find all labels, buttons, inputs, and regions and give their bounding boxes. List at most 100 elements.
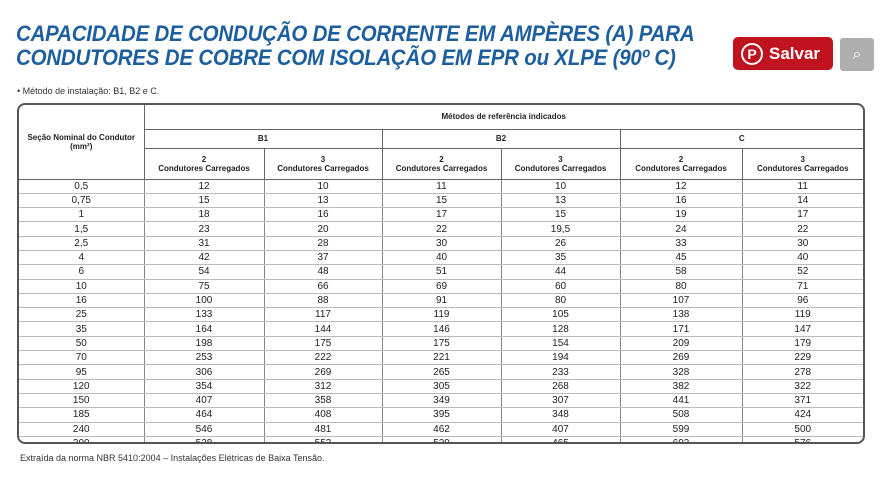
ampacity-cell: 13 [263,193,382,209]
ampacity-cell: 599 [619,422,742,437]
section-cell: 16 [19,293,144,309]
ampacity-cell: 278 [741,364,863,380]
ampacity-cell: 88 [263,293,382,309]
ampacity-cell: 48 [263,264,382,280]
ampacity-cell: 407 [143,393,264,409]
ampacity-cell: 80 [619,279,742,294]
ampacity-cell: 693 [619,436,742,442]
ampacity-cell: 23 [143,221,264,237]
ampacity-cell: 269 [619,350,742,366]
conductor-label: Condutores Carregados [395,163,488,173]
ampacity-cell: 407 [500,422,620,437]
ampacity-cell: 464 [143,407,264,423]
ampacity-cell: 11 [381,179,501,194]
section-cell: 185 [19,407,144,423]
table-row: 25 133 117 119 105 138 119 [19,307,863,323]
ampacity-cell: 221 [381,350,501,366]
ampacity-cell: 37 [263,250,382,266]
ampacity-cell: 528 [143,436,264,442]
ampacity-cell: 462 [381,422,501,437]
table-row: 6 54 48 51 44 58 52 [19,264,863,280]
ampacity-cell: 481 [263,422,382,437]
ampacity-cell: 52 [741,264,863,280]
ampacity-cell: 349 [381,393,501,409]
ampacity-cell: 209 [619,336,742,352]
ampacity-cell: 328 [619,364,742,380]
method-note: • Método de instalação: B1, B2 e C. [17,86,160,96]
visual-search-icon: ⌕ [852,45,862,63]
conductor-label: Condutores Carregados [635,163,727,173]
ampacity-cell: 24 [619,221,742,237]
ampacity-cell: 22 [381,221,501,237]
ampacity-cell: 20 [263,221,382,237]
ampacity-cell: 138 [619,307,742,323]
ampacity-cell: 576 [741,436,863,442]
pinterest-save-button[interactable]: P Salvar [733,37,833,70]
table-row: 2,5 31 28 30 26 33 30 [19,236,863,251]
ampacity-cell: 198 [143,336,264,352]
table-row: 16 100 88 91 80 107 96 [19,293,863,309]
table-row: 50 198 175 175 154 209 179 [19,336,863,352]
ampacity-cell: 164 [143,321,264,337]
table-row: 35 164 144 146 128 171 147 [19,321,863,337]
ampacity-cell: 119 [381,307,501,323]
ampacity-cell: 19 [619,207,742,223]
ampacity-cell: 12 [143,179,264,194]
table-row: 1 18 16 17 15 19 17 [19,207,863,223]
ampacity-cell: 100 [143,293,264,309]
ampacity-cell: 71 [741,279,863,294]
ampacity-cell: 305 [381,379,501,394]
section-cell: 0,5 [19,179,144,194]
table-row: 10 75 66 69 60 80 71 [19,279,863,294]
ampacity-cell: 40 [741,250,863,266]
ampacity-cell: 13 [500,193,620,209]
conductor-count: 3 [800,154,805,164]
ampacity-cell: 30 [741,236,863,251]
ampacity-cell: 26 [500,236,620,251]
ampacity-cell: 371 [741,393,863,409]
method-header: B1 [143,129,382,149]
section-cell: 1 [19,207,144,223]
ampacity-cell: 171 [619,321,742,337]
ampacity-cell: 66 [263,279,382,294]
ampacity-cell: 54 [143,264,264,280]
ampacity-cell: 441 [619,393,742,409]
ampacity-cell: 222 [263,350,382,366]
ampacity-cell: 395 [381,407,501,423]
ampacity-cell: 80 [500,293,620,309]
ampacity-cell: 30 [381,236,501,251]
conductor-count: 2 [678,154,684,164]
conductor-count: 2 [439,154,444,164]
ampacity-cell: 233 [500,364,620,380]
conductor-label: Condutores Carregados [514,163,607,173]
ampacity-cell: 117 [263,307,382,323]
section-cell: 1,5 [19,221,144,237]
ampacity-cell: 45 [619,250,742,266]
ampacity-cell: 58 [619,264,742,280]
ampacity-cell: 144 [263,321,382,337]
table-row: 300 528 553 529 465 693 576 [19,436,863,442]
conductor-count-header: 3 Condutores Carregados [263,148,382,180]
ampacity-cell: 529 [381,436,501,442]
table-row: 70 253 222 221 194 269 229 [19,350,863,366]
section-cell: 4 [19,250,144,266]
ampacity-cell: 35 [500,250,620,266]
ampacity-cell: 154 [500,336,620,352]
section-cell: 120 [19,379,144,394]
section-cell: 35 [19,321,144,337]
table-row: 240 546 481 462 407 599 500 [19,422,863,437]
ampacity-cell: 15 [381,193,501,209]
ampacity-cell: 508 [619,407,742,423]
table-row: 95 306 269 265 233 328 278 [19,364,863,380]
table-row: 0,75 15 13 15 13 16 14 [19,193,863,209]
conductor-count: 3 [320,154,326,164]
page-title: CAPACIDADE DE CONDUÇÃO DE CORRENTE EM AM… [16,22,695,70]
ampacity-cell: 22 [741,221,863,237]
ampacity-cell: 10 [500,179,620,194]
ampacity-cell: 269 [263,364,382,380]
ampacity-cell: 465 [500,436,620,442]
ampacity-cell: 42 [143,250,264,266]
conductor-count-header: 2 Condutores Carregados [381,148,501,180]
visual-search-button[interactable]: ⌕ [840,38,874,71]
section-cell: 240 [19,422,144,437]
